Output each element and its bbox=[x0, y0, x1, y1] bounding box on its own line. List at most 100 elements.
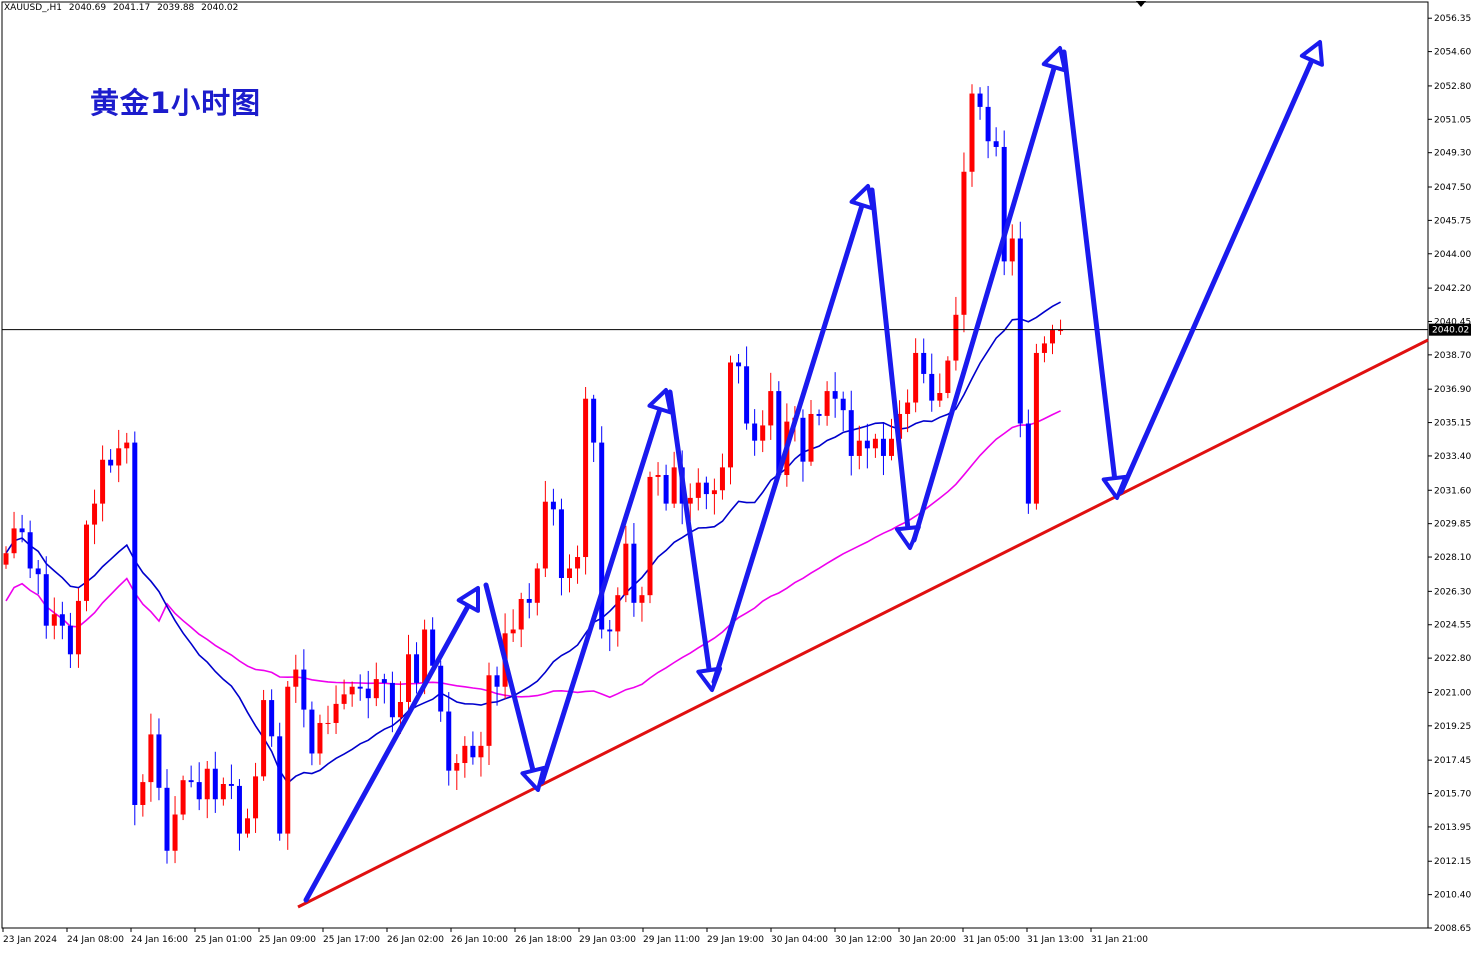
candle-body bbox=[148, 734, 154, 783]
zigzag-arrow-head-icon bbox=[647, 388, 673, 415]
x-tick-label: 30 Jan 04:00 bbox=[771, 935, 828, 945]
candle-body bbox=[607, 629, 613, 632]
candle-body bbox=[832, 391, 838, 399]
y-tick-label: 2022.80 bbox=[1434, 654, 1471, 664]
candle-body bbox=[51, 614, 57, 626]
y-tick-label: 2051.05 bbox=[1434, 115, 1471, 125]
candle-body bbox=[422, 629, 428, 683]
shift-marker-icon bbox=[1136, 1, 1146, 7]
zigzag-arrow-shaft bbox=[1061, 49, 1118, 481]
candle-body bbox=[220, 783, 226, 800]
candle-body bbox=[969, 93, 975, 172]
candle-body bbox=[269, 700, 275, 737]
candle-body bbox=[108, 459, 114, 466]
zigzag-arrow-shaft bbox=[911, 64, 1057, 543]
zigzag-arrow-shaft bbox=[711, 202, 865, 685]
candle-body bbox=[67, 625, 73, 655]
candle-body bbox=[478, 745, 484, 758]
candle-body bbox=[848, 410, 854, 456]
candle-body bbox=[19, 528, 25, 533]
chart-header: XAUUSD_,H1 2040.69 2041.17 2039.88 2040.… bbox=[4, 3, 242, 13]
y-tick-label: 2056.35 bbox=[1434, 14, 1471, 24]
y-tick-label: 2045.75 bbox=[1434, 216, 1471, 226]
price-tag-box bbox=[1429, 323, 1471, 336]
candle-body bbox=[921, 352, 927, 374]
candle-body bbox=[615, 595, 621, 632]
candle-body bbox=[752, 423, 758, 441]
candle-body bbox=[462, 745, 468, 764]
candle-body bbox=[736, 362, 742, 367]
y-tick-label: 2042.20 bbox=[1434, 284, 1471, 294]
candle-body bbox=[75, 600, 81, 655]
candle-body bbox=[100, 459, 106, 504]
x-tick-label: 26 Jan 02:00 bbox=[387, 935, 444, 945]
x-tick-label: 25 Jan 09:00 bbox=[259, 935, 316, 945]
candle-body bbox=[872, 438, 878, 449]
candle-body bbox=[438, 665, 444, 712]
zigzag-arrow-shaft bbox=[539, 406, 663, 785]
ohlc-open: 2040.69 bbox=[68, 3, 107, 13]
candle-body bbox=[309, 709, 315, 754]
candle-body bbox=[816, 413, 822, 416]
candle-body bbox=[913, 352, 919, 403]
candle-body bbox=[647, 476, 653, 596]
candle-body bbox=[599, 442, 605, 630]
candle-body bbox=[961, 171, 967, 315]
candle-body bbox=[864, 440, 870, 449]
ohlc-high: 2041.17 bbox=[112, 3, 151, 13]
candle-body bbox=[446, 711, 452, 771]
candle-body bbox=[1009, 238, 1015, 262]
candle-body bbox=[719, 467, 725, 491]
candle-body bbox=[406, 654, 411, 702]
symbol-label: XAUUSD_,H1 bbox=[4, 3, 62, 13]
y-tick-label: 2013.95 bbox=[1434, 823, 1471, 833]
zigzag-arrow-shaft bbox=[1118, 57, 1315, 495]
candle-body bbox=[824, 391, 830, 416]
candle-body bbox=[575, 557, 581, 569]
candle-body bbox=[1058, 330, 1064, 332]
candle-body bbox=[430, 629, 436, 666]
candle-body bbox=[1041, 343, 1047, 353]
candle-body bbox=[510, 629, 516, 634]
moving-average-fast bbox=[5, 301, 1061, 785]
candle-body bbox=[381, 679, 387, 683]
y-tick-label: 2035.15 bbox=[1434, 419, 1471, 429]
candle-body bbox=[623, 543, 629, 596]
plot-frame bbox=[1, 1, 1429, 929]
y-tick-label: 2047.50 bbox=[1434, 183, 1471, 193]
zigzag-arrow-shaft bbox=[303, 603, 471, 903]
zigzag-arrow-shaft bbox=[869, 187, 911, 531]
candle-body bbox=[655, 475, 661, 477]
candle-body bbox=[567, 568, 572, 579]
candle-body bbox=[808, 413, 814, 462]
candle-body bbox=[301, 669, 307, 710]
candle-body bbox=[357, 686, 363, 689]
zigzag-arrow-shaft bbox=[483, 582, 536, 774]
candle-body bbox=[373, 679, 379, 699]
candle-body bbox=[132, 442, 138, 805]
candle-body bbox=[905, 402, 911, 414]
candle-body bbox=[856, 440, 862, 456]
y-tick-label: 2031.60 bbox=[1434, 486, 1471, 496]
candle-body bbox=[1001, 146, 1007, 262]
candle-body bbox=[172, 814, 178, 851]
y-tick-label: 2044.00 bbox=[1434, 250, 1471, 260]
y-tick-label: 2038.70 bbox=[1434, 351, 1471, 361]
x-tick-label: 30 Jan 12:00 bbox=[835, 935, 892, 945]
candle-body bbox=[180, 780, 186, 815]
candle-body bbox=[245, 818, 250, 834]
candle-body bbox=[261, 700, 267, 777]
chart-annotation-title: 黄金1小时图 bbox=[90, 86, 262, 120]
candle-body bbox=[937, 392, 943, 401]
candle-body bbox=[526, 598, 532, 603]
candle-body bbox=[188, 780, 194, 783]
candle-body bbox=[663, 475, 669, 504]
x-tick-label: 23 Jan 2024 bbox=[3, 935, 57, 945]
candle-body bbox=[349, 686, 355, 695]
y-tick-label: 2029.85 bbox=[1434, 520, 1471, 530]
candle-body bbox=[470, 745, 476, 758]
candle-body bbox=[977, 93, 983, 107]
candle-body bbox=[454, 763, 460, 771]
